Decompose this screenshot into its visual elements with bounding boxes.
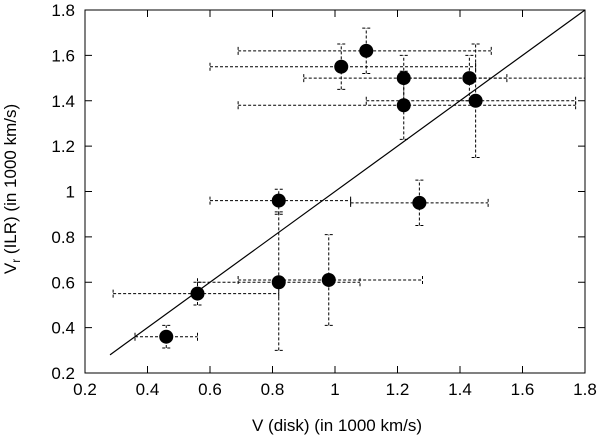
data-point — [321, 272, 336, 287]
data-point — [412, 195, 427, 210]
fit-line — [109, 9, 586, 356]
y-tick-label: 0.6 — [51, 273, 75, 292]
x-tick-label: 0.2 — [73, 380, 97, 399]
x-tick-label: 0.6 — [198, 380, 222, 399]
data-point — [159, 329, 174, 344]
y-tick-label: 1 — [66, 183, 75, 202]
data-point — [396, 98, 411, 113]
x-tick-label: 1.2 — [386, 380, 410, 399]
x-tick-label: 1.6 — [511, 380, 535, 399]
fit-line-layer — [109, 9, 586, 356]
y-tick-label: 0.4 — [51, 319, 75, 338]
y-tick-label: 1.6 — [51, 46, 75, 65]
y-tick-label: 1.4 — [51, 92, 75, 111]
y-tick-label: 0.8 — [51, 228, 75, 247]
error-bars-layer — [112, 27, 586, 351]
x-axis-title: V (disk) (in 1000 km/s) — [252, 416, 422, 435]
x-tick-label: 0.8 — [261, 380, 285, 399]
x-tick-label: 1.8 — [573, 380, 597, 399]
y-axis-title-subscript: r — [9, 259, 23, 263]
data-point — [334, 59, 349, 74]
y-axis-ticks: 0.2 0.4 0.6 0.8 1 1.2 1.4 1.6 1.8 — [51, 1, 585, 383]
y-axis-title: Vr (ILR) (in 1000 km/s) — [1, 104, 23, 274]
x-tick-label: 0.4 — [136, 380, 160, 399]
y-tick-label: 0.2 — [51, 364, 75, 383]
data-point — [271, 275, 286, 290]
data-points-layer — [159, 43, 483, 344]
data-point — [468, 93, 483, 108]
data-point — [271, 193, 286, 208]
x-tick-label: 1 — [330, 380, 339, 399]
data-point — [396, 71, 411, 86]
data-point — [462, 71, 477, 86]
y-axis-title-main: V — [1, 262, 20, 274]
x-axis-ticks: 0.2 0.4 0.6 0.8 1 1.2 1.4 1.6 1.8 — [73, 10, 597, 399]
x-tick-label: 1.4 — [448, 380, 472, 399]
y-tick-label: 1.8 — [51, 1, 75, 20]
data-point — [359, 43, 374, 58]
data-point — [190, 286, 205, 301]
y-tick-label: 1.2 — [51, 137, 75, 156]
y-axis-title-rest: (ILR) (in 1000 km/s) — [1, 104, 20, 259]
